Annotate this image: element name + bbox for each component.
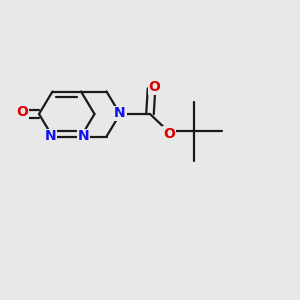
Text: O: O [16,105,28,119]
Text: N: N [44,130,56,143]
Text: N: N [78,130,89,143]
Text: O: O [163,127,175,140]
Text: N: N [114,106,126,120]
Text: O: O [148,80,160,94]
